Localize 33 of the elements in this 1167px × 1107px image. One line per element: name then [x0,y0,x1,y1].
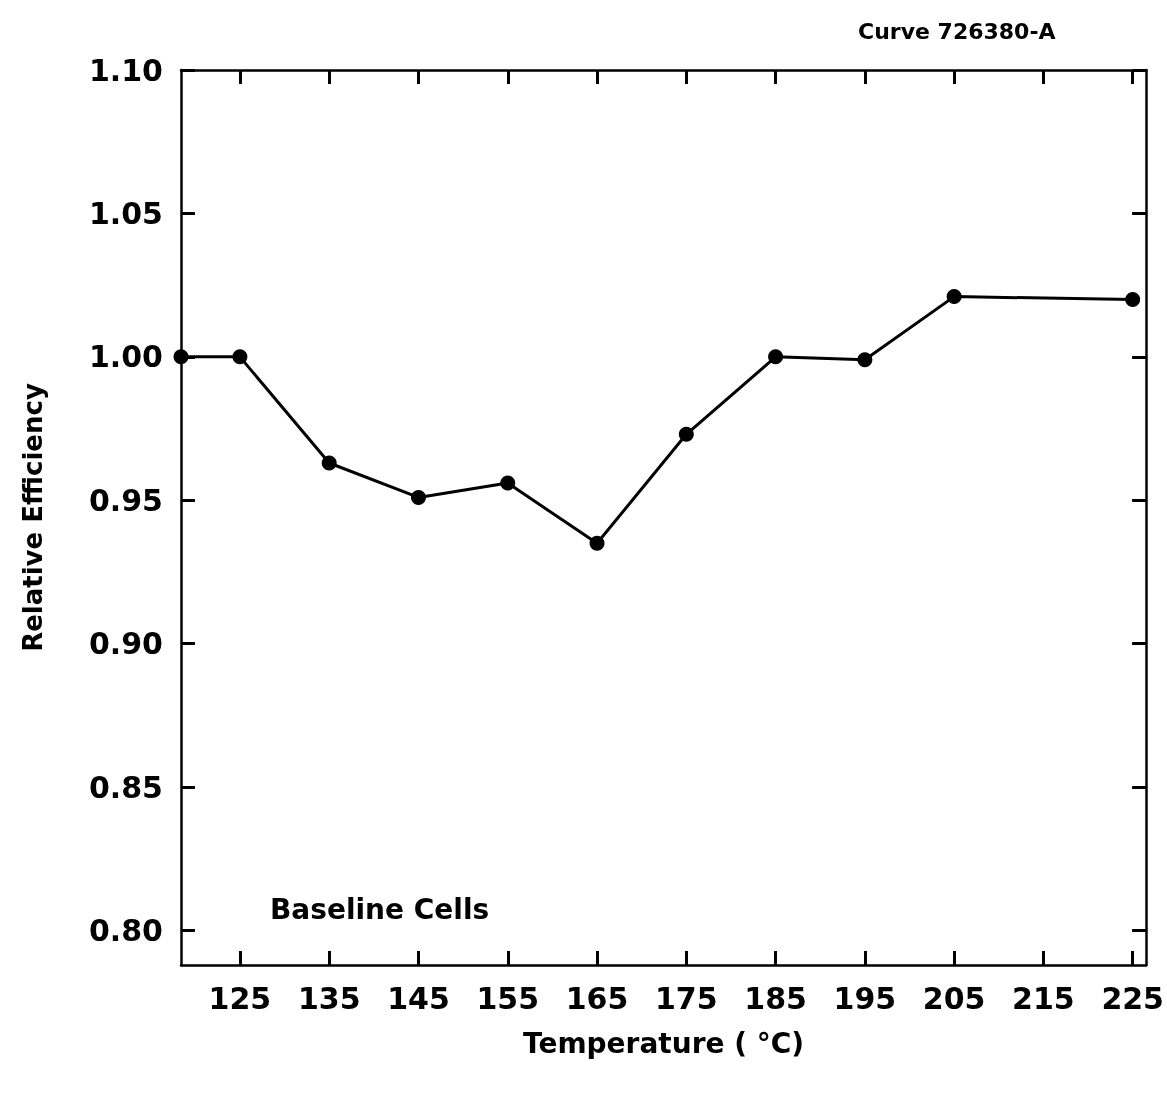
point [678,426,694,442]
y-axis-title: Relative Efficiency [18,383,48,652]
point [1125,291,1141,307]
x-tick-label: 195 [833,980,897,1016]
x-tick-label: 145 [387,980,450,1016]
annotation: Baseline Cells [270,892,490,926]
x-tick-label: 225 [1101,980,1164,1016]
y-tick-label: 1.05 [88,195,163,231]
text: Curve 726380-A [858,18,1056,44]
point [500,475,516,491]
point [410,489,426,505]
y-tick-label: 0.90 [88,626,163,662]
point [946,289,962,305]
x-tick-label: 205 [922,980,986,1016]
x-tick-label: 215 [1012,980,1075,1016]
point [589,535,605,551]
point [321,455,337,471]
x-tick-label: 165 [565,980,629,1016]
x-tick-label: 185 [744,980,807,1016]
x-axis-title: Temperature ( °C) [523,1026,805,1060]
x-tick-label: 135 [297,980,361,1016]
point [857,352,873,368]
point [768,349,784,365]
x-tick-label: 155 [476,980,540,1016]
y-tick-label: 1.10 [88,52,163,88]
point [173,349,189,365]
x-tick-label: 175 [654,980,718,1016]
x-tick-label: 125 [208,980,272,1016]
y-tick-label: 0.85 [88,769,163,805]
y-tick-label: 1.00 [88,339,163,375]
y-tick-label: 0.95 [88,482,163,518]
y-tick-label: 0.80 [88,913,163,949]
point [232,349,248,365]
